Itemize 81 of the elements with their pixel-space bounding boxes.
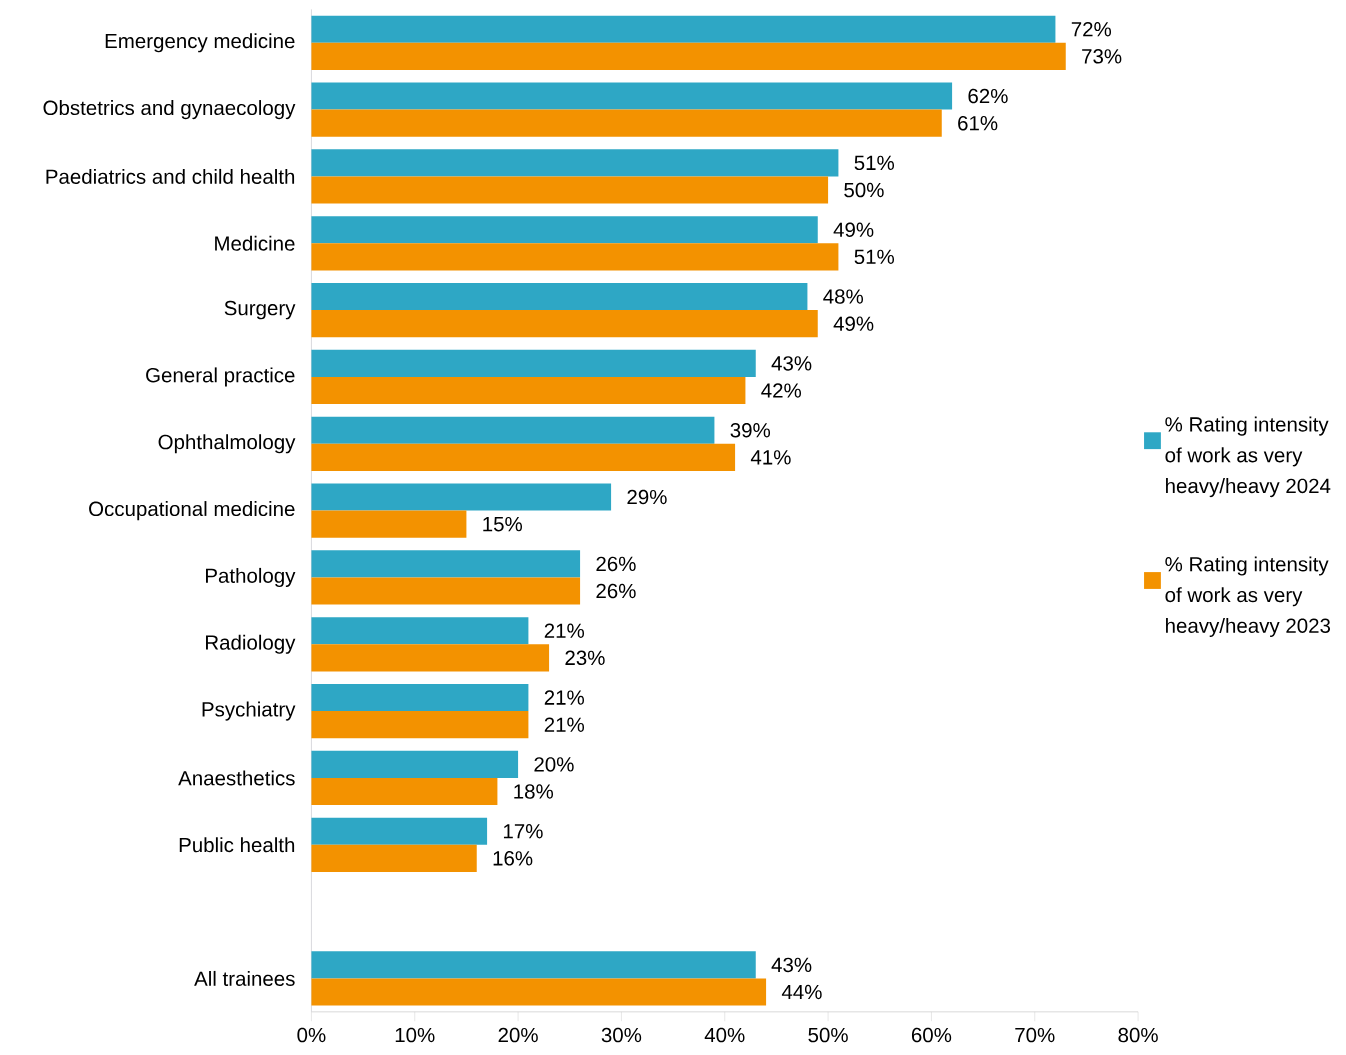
- x-tick-label: 30%: [601, 1027, 642, 1043]
- data-label: 62%: [968, 88, 1008, 104]
- y-tick-label: Psychiatry: [202, 701, 296, 721]
- data-label: 17%: [503, 824, 543, 839]
- bar: [311, 483, 612, 511]
- bar: [311, 109, 942, 137]
- x-tick-label: 70%: [1015, 1027, 1055, 1043]
- data-label: 23%: [565, 650, 605, 666]
- y-tick-label: Anaesthetics: [178, 770, 295, 786]
- x-tick-label: 80%: [1118, 1027, 1158, 1043]
- bar: [311, 550, 581, 578]
- legend-label: % Rating intensity of work as very heavy/heavy 2024: [1165, 416, 1331, 498]
- y-tick-label: Emergency medicine: [105, 33, 295, 53]
- x-tick-label: 20%: [498, 1027, 538, 1043]
- bar: [311, 42, 1066, 70]
- bar: [311, 750, 519, 778]
- data-label: 41%: [750, 450, 791, 465]
- data-label: 72%: [1071, 22, 1112, 37]
- bar: [311, 577, 581, 605]
- data-label: 73%: [1082, 49, 1122, 64]
- bar: [311, 15, 1056, 43]
- bar: [311, 243, 839, 271]
- data-label: 29%: [627, 489, 667, 505]
- bar: [311, 310, 818, 338]
- bar: [311, 377, 746, 405]
- y-tick-label: Medicine: [215, 235, 295, 251]
- bar: [311, 416, 715, 444]
- bar: [311, 349, 756, 377]
- y-tick-label: Pathology: [206, 567, 296, 588]
- x-tick-label: 40%: [704, 1027, 745, 1043]
- data-label: 39%: [730, 423, 771, 438]
- data-label: 26%: [596, 556, 636, 572]
- y-tick-label: Public health: [179, 837, 295, 853]
- data-label: 49%: [833, 316, 874, 331]
- bar: [311, 149, 839, 177]
- bar: [311, 978, 767, 1006]
- y-tick-label: General practice: [146, 367, 295, 387]
- data-label: 44%: [781, 984, 822, 1000]
- bar: [311, 817, 488, 845]
- bar: [311, 510, 467, 538]
- data-label: 51%: [854, 155, 895, 171]
- bar: [311, 176, 829, 204]
- data-label: 16%: [493, 851, 533, 866]
- data-label: 42%: [761, 383, 802, 398]
- bar: [311, 283, 808, 311]
- data-label: 21%: [544, 623, 585, 638]
- legend-label: % Rating intensity of work as very heavy/heavy 2023: [1165, 556, 1331, 638]
- data-label: 18%: [514, 784, 554, 799]
- data-label: 43%: [771, 356, 812, 371]
- x-tick-label: 0%: [297, 1027, 326, 1043]
- data-label: 21%: [544, 690, 585, 705]
- bar: [311, 82, 953, 110]
- x-tick-label: 10%: [395, 1027, 435, 1043]
- y-tick-label: Surgery: [224, 300, 296, 320]
- x-tick-label: 50%: [808, 1027, 848, 1043]
- y-tick-label: Obstetrics and gynaecology: [43, 100, 296, 120]
- data-label: 26%: [596, 583, 636, 599]
- bar: [311, 711, 529, 739]
- y-tick-label: Occupational medicine: [89, 501, 295, 521]
- data-label: 15%: [483, 517, 523, 532]
- bar: [311, 644, 550, 672]
- bar: [311, 443, 736, 471]
- y-tick-label: Ophthalmology: [158, 434, 296, 454]
- data-label: 61%: [958, 115, 998, 131]
- y-tick-label: Paediatrics and child health: [46, 168, 295, 185]
- data-label: 43%: [771, 957, 812, 973]
- x-tick-label: 60%: [911, 1027, 952, 1043]
- data-label: 48%: [823, 289, 864, 304]
- bar: [311, 617, 529, 645]
- bar: [311, 216, 818, 244]
- y-tick-label: Radiology: [206, 634, 296, 654]
- data-label: 20%: [534, 757, 574, 772]
- y-tick-label: All trainees: [194, 970, 295, 987]
- bar: [311, 684, 529, 712]
- bar: [311, 844, 477, 872]
- data-label: 51%: [854, 249, 895, 265]
- bar: [311, 778, 498, 806]
- data-label: 21%: [544, 717, 585, 732]
- data-label: 49%: [833, 222, 874, 238]
- bar: [311, 951, 756, 979]
- data-label: 50%: [844, 182, 884, 198]
